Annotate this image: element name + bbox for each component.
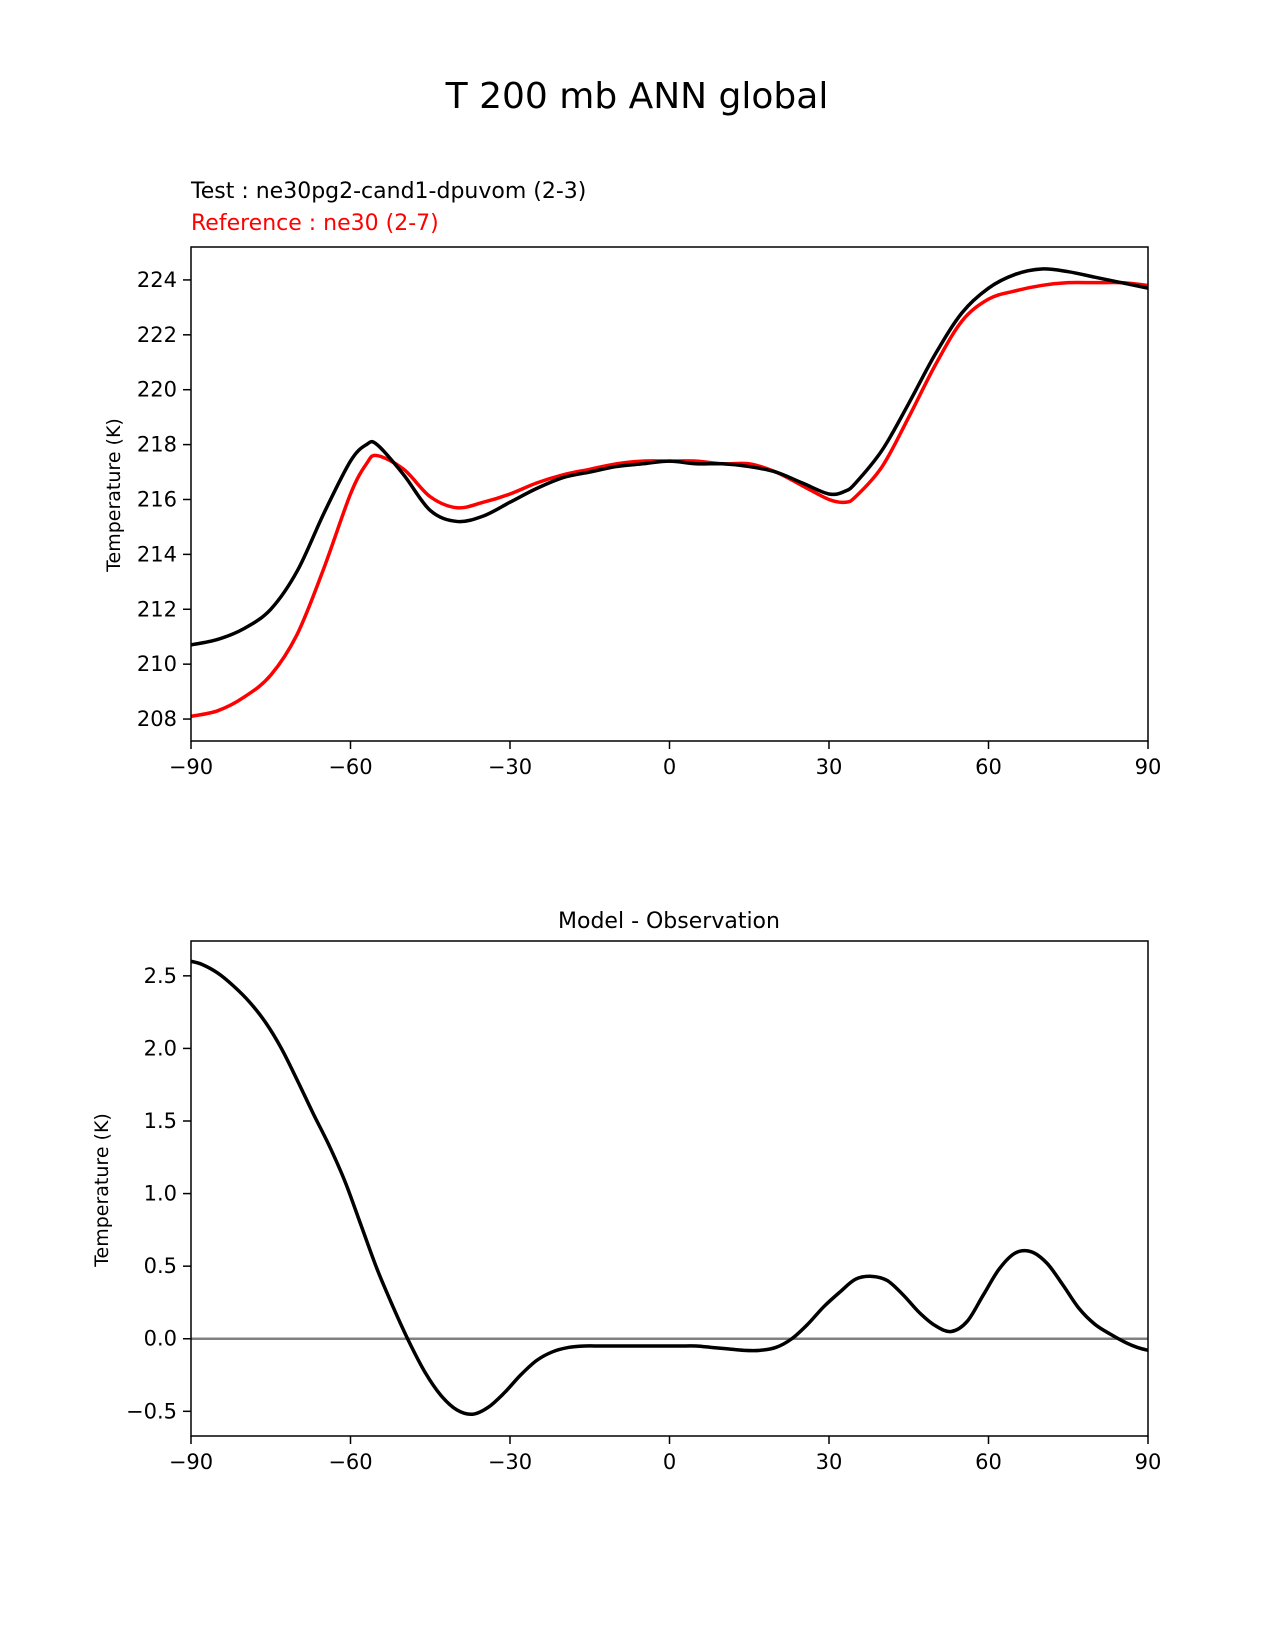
top-xtick-label: 0 [663,755,676,779]
bottom-xtick-label: 60 [975,1450,1002,1474]
bottom-xtick-label: −30 [488,1450,532,1474]
top-ytick-label: 218 [137,433,177,457]
top-ytick-label: 224 [137,268,177,292]
bottom-panel: Model - Observation Temperature (K) −90−… [91,909,1161,1474]
top-ylabel: Temperature (K) [103,418,125,573]
bottom-ytick-label: −0.5 [126,1399,177,1423]
bottom-xtick-label: −60 [328,1450,372,1474]
bottom-ytick-label: 0.0 [144,1327,177,1351]
bottom-plot-area: −90 −60 −30 0 30 60 90 −0.5 0.0 0.5 1.0 1.5 2.0 2.5 [126,940,1162,1474]
top-ytick-label: 210 [137,652,177,676]
top-plot-area: −90 −60 −30 0 30 60 90 208 210 212 214 216 218 220 222… [137,246,1162,779]
top-xtick-label: 30 [816,755,843,779]
bottom-series-group [191,959,1148,1417]
bottom-ytick-label: 0.5 [144,1254,177,1278]
bottom-xtick-label: −90 [169,1450,213,1474]
bottom-ytick-label: 2.0 [144,1036,177,1060]
bottom-series-test-line [191,959,1148,1417]
legend-test-label: Test : ne30pg2-cand1-dpuvom (2-3) [190,179,586,204]
top-xtick-label: −90 [169,755,213,779]
bottom-ytick-label: 2.5 [144,964,177,988]
top-series-test-line [191,267,1148,647]
top-ytick-label: 216 [137,487,177,511]
bottom-panel-title: Model - Observation [558,909,780,934]
bottom-axes-frame [190,940,1149,1437]
figure-title: T 200 mb ANN global [445,76,829,117]
bottom-xtick-label: 0 [663,1450,676,1474]
top-xtick-label: −60 [328,755,372,779]
top-ytick-label: 208 [137,707,177,731]
bottom-ytick-label: 1.0 [144,1182,177,1206]
bottom-ytick-label: 1.5 [144,1109,177,1133]
top-series-group [191,267,1148,719]
legend-reference-label: Reference : ne30 (2-7) [191,211,439,236]
top-ytick-label: 222 [137,323,177,347]
top-xtick-label: 60 [975,755,1002,779]
bottom-xtick-label: 90 [1135,1450,1162,1474]
top-ytick-label: 214 [137,542,177,566]
top-ytick-label: 220 [137,378,177,402]
top-xtick-label: −30 [488,755,532,779]
bottom-xtick-label: 30 [816,1450,843,1474]
top-panel: Test : ne30pg2-cand1-dpuvom (2-3) Refere… [103,179,1161,779]
top-xtick-label: 90 [1135,755,1162,779]
bottom-ylabel: Temperature (K) [91,1113,113,1268]
top-series-reference-line [191,280,1148,719]
top-ytick-label: 212 [137,597,177,621]
